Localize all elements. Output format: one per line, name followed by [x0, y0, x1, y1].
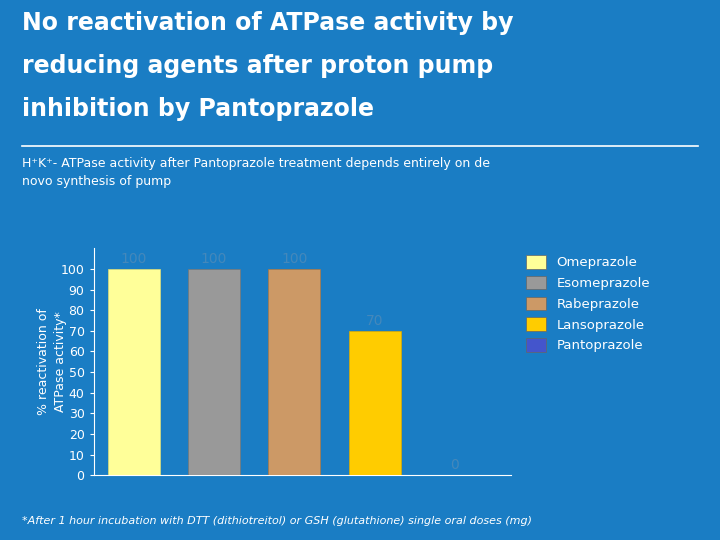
Text: 100: 100	[120, 252, 147, 266]
Legend: Omeprazole, Esomeprazole, Rabeprazole, Lansoprazole, Pantoprazole: Omeprazole, Esomeprazole, Rabeprazole, L…	[526, 255, 650, 353]
Text: H⁺K⁺- ATPase activity after Pantoprazole treatment depends entirely on de
novo s: H⁺K⁺- ATPase activity after Pantoprazole…	[22, 157, 490, 187]
Text: inhibition by Pantoprazole: inhibition by Pantoprazole	[22, 97, 374, 121]
Bar	[348, 331, 401, 475]
Bar	[188, 269, 240, 475]
Bar	[269, 269, 320, 475]
Text: reducing agents after proton pump: reducing agents after proton pump	[22, 54, 493, 78]
Text: 0: 0	[451, 458, 459, 472]
Y-axis label: % reactivation of
ATPase activity*: % reactivation of ATPase activity*	[37, 308, 68, 415]
Text: 100: 100	[201, 252, 228, 266]
Text: *After 1 hour incubation with DTT (dithiotreitol) or GSH (glutathione) single or: *After 1 hour incubation with DTT (dithi…	[22, 516, 531, 526]
Bar	[108, 269, 160, 475]
Text: No reactivation of ATPase activity by: No reactivation of ATPase activity by	[22, 11, 513, 35]
Text: 100: 100	[282, 252, 307, 266]
Text: 70: 70	[366, 314, 384, 328]
